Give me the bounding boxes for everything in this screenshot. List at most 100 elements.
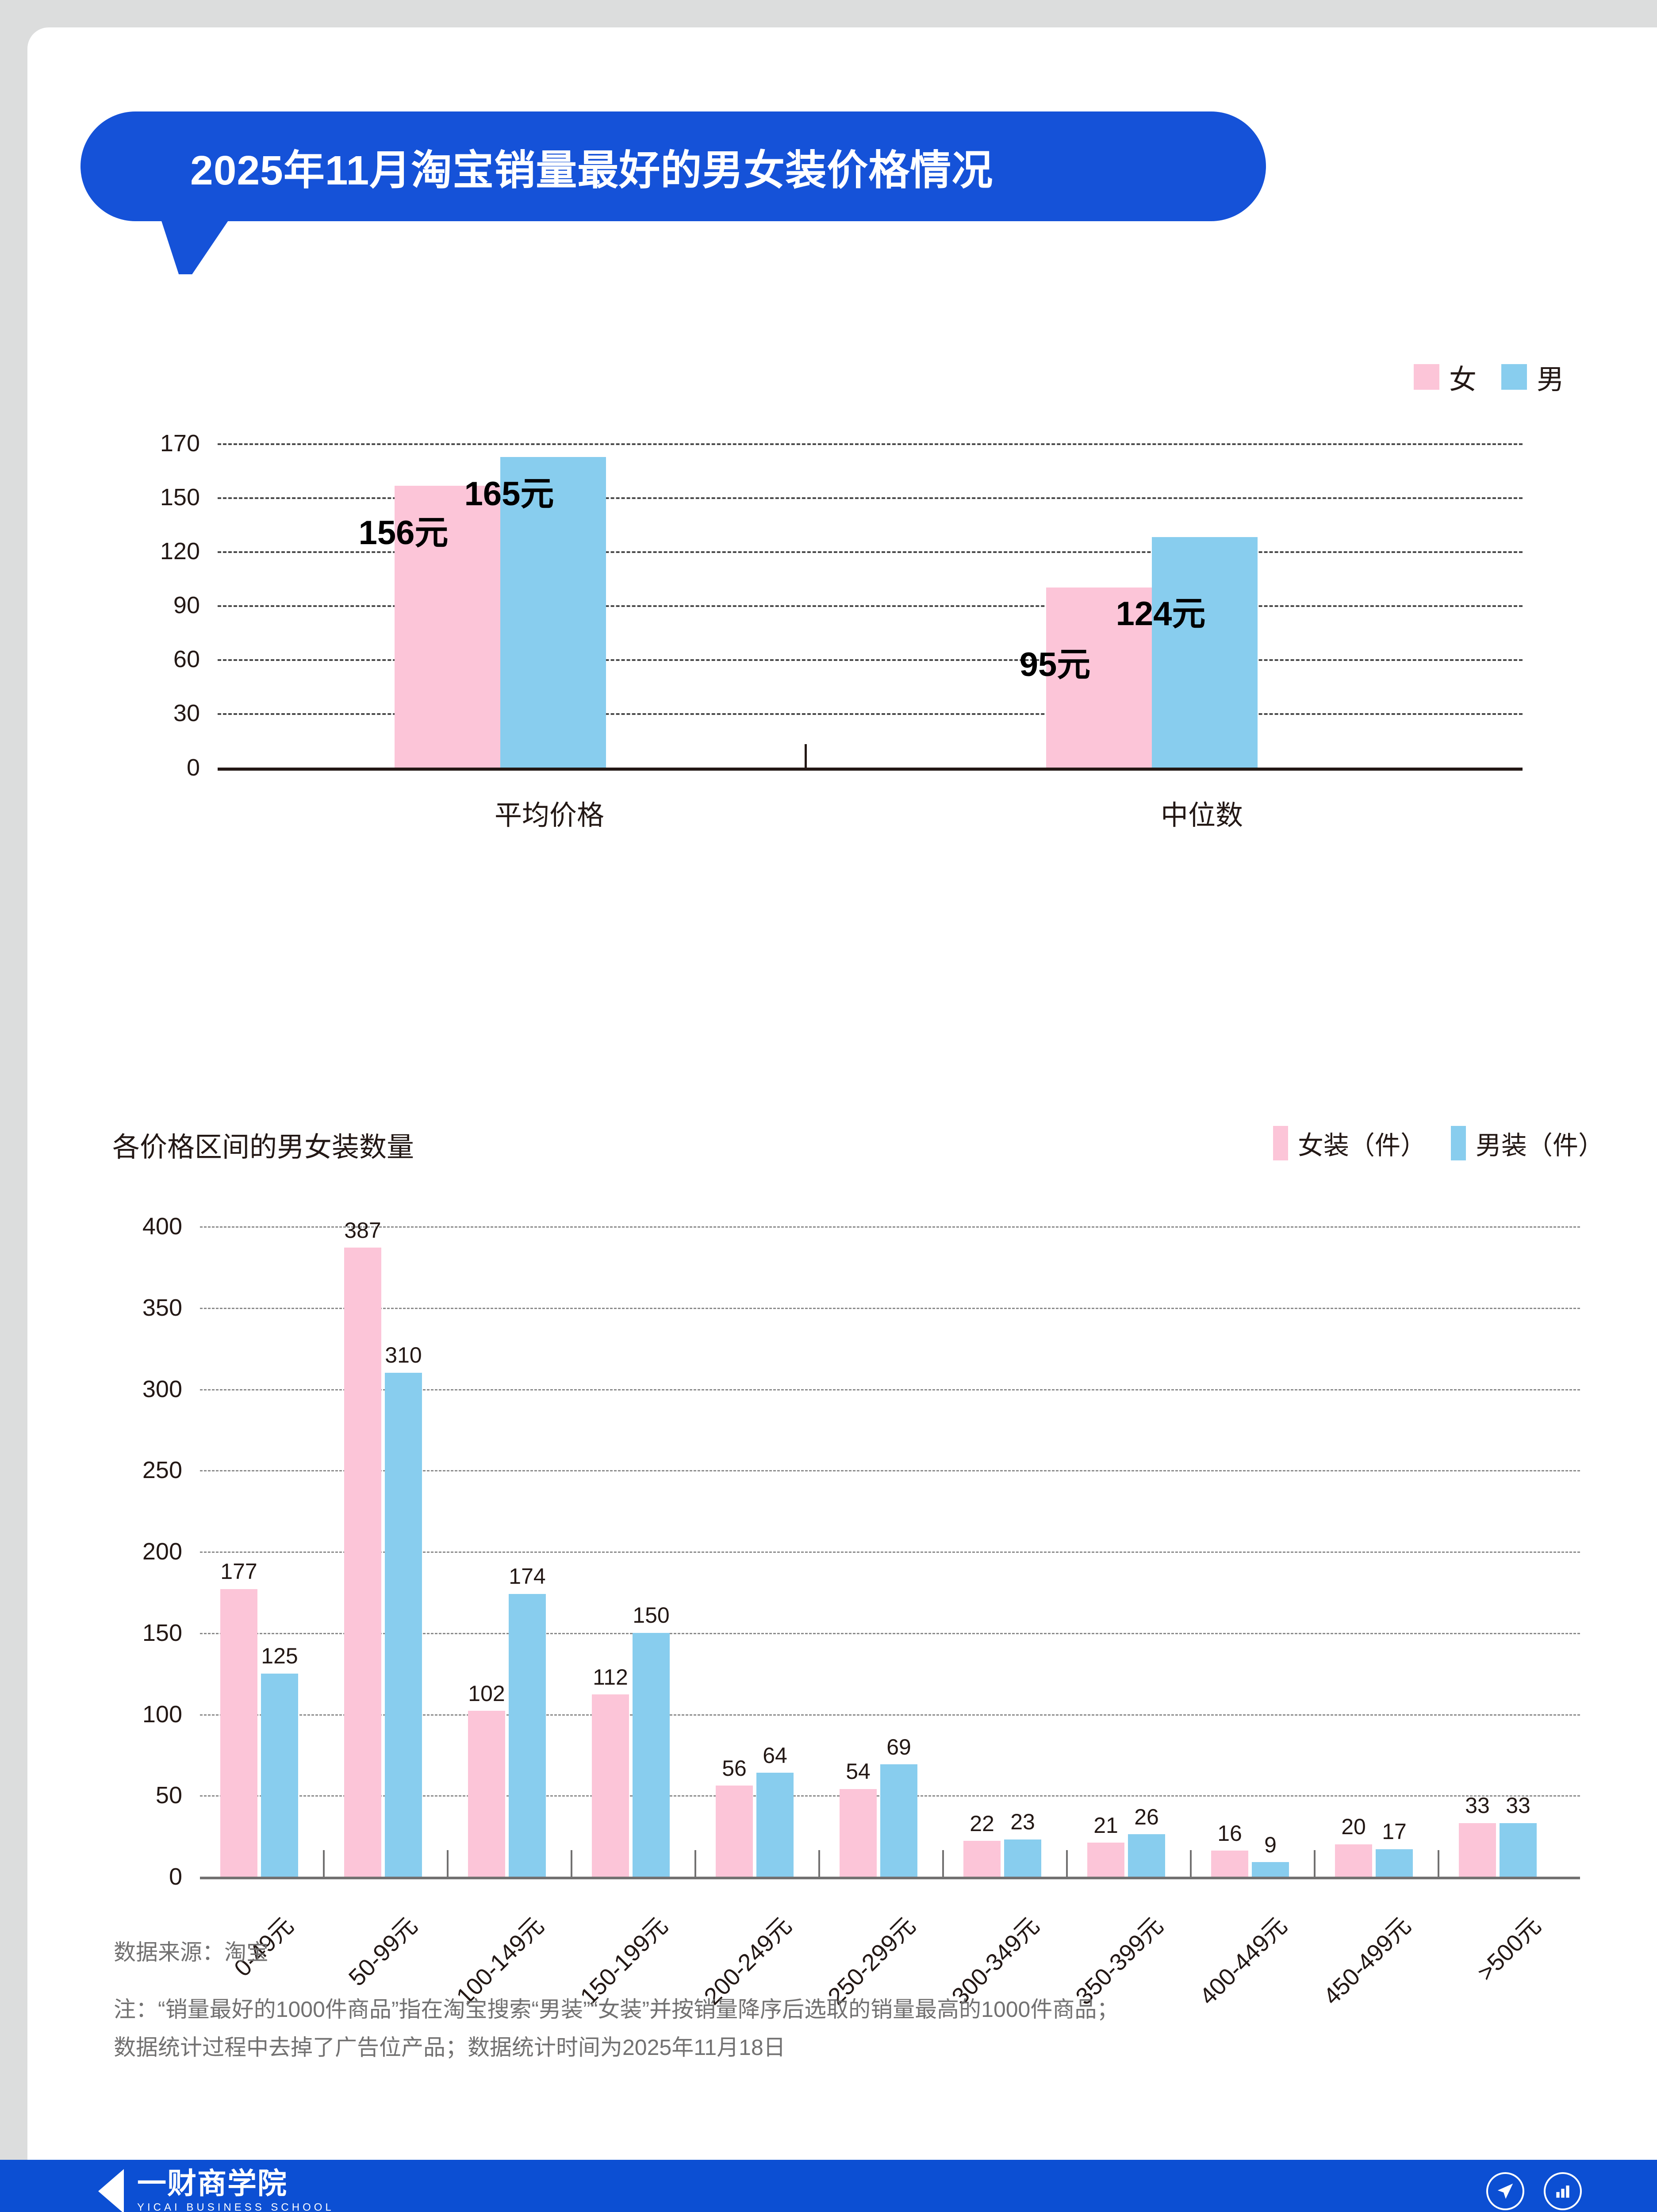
bar-value-label: 23: [1010, 1809, 1035, 1834]
bar-value-label: 9: [1264, 1832, 1277, 1857]
bar-men: [880, 1764, 917, 1877]
methodology-note-line2: 数据统计过程中去掉了广告位产品；数据统计时间为2025年11月18日: [114, 2035, 786, 2060]
gridline: [218, 551, 1523, 553]
bar-value-label: 310: [385, 1343, 422, 1367]
gridline: [218, 497, 1523, 499]
gridline: [200, 1226, 1580, 1228]
bar-value-label: 17: [1382, 1819, 1407, 1844]
bar-women: [716, 1786, 753, 1877]
infographic-card: 2025年11月淘宝销量最好的男女装价格情况 女 男 170 150 120 9…: [27, 27, 1657, 2212]
bar-chart-icon[interactable]: [1544, 2172, 1582, 2210]
chart1-ytick: 30: [173, 700, 200, 726]
legend-swatch-women-clothing: [1273, 1126, 1288, 1160]
chart1-axis-line: [218, 768, 1523, 771]
chart1-legend: 女 男: [1413, 357, 1564, 397]
bar-value-label: 156元: [358, 514, 449, 552]
title-banner-tail: [160, 217, 250, 274]
bar-men: [1128, 1834, 1165, 1877]
chart1-ytick: 150: [160, 484, 200, 511]
legend-swatch-women: [1413, 364, 1439, 390]
bar-men: [1500, 1823, 1537, 1877]
bar-value-label: 33: [1465, 1793, 1490, 1818]
gridline: [200, 1389, 1580, 1390]
bar-value-label: 33: [1506, 1793, 1530, 1818]
chart1-category-divider: [805, 744, 807, 769]
chart1-ytick: 170: [160, 430, 200, 457]
brand-name-en: YICAI BUSINESS SCHOOL: [137, 2201, 334, 2212]
bar-women: [220, 1589, 257, 1877]
chart1-ytick: 90: [173, 592, 200, 618]
legend-item-women-clothing: 女装（件）: [1273, 1125, 1426, 1162]
chart2-plot-area: [200, 1226, 1580, 1877]
gridline: [200, 1470, 1580, 1472]
axis-tick: [942, 1850, 944, 1877]
bar-women: [1335, 1844, 1372, 1877]
chart2-ytick: 350: [142, 1294, 182, 1321]
bar-value-label: 165元: [464, 475, 554, 513]
bar-value-label: 64: [763, 1743, 787, 1768]
axis-tick: [447, 1850, 449, 1877]
bar-women: [344, 1247, 381, 1877]
legend-item-men-clothing: 男装（件）: [1450, 1125, 1604, 1162]
chart2-ytick: 300: [142, 1375, 182, 1402]
legend-item-women: 女: [1413, 357, 1477, 397]
brand-name-cn: 一财商学院: [137, 2167, 288, 2200]
gridline: [200, 1632, 1580, 1634]
bar-men: [261, 1673, 298, 1877]
bar-value-label: 174: [509, 1564, 546, 1589]
footnotes: 数据来源：淘宝 注：“销量最好的1000件商品”指在淘宝搜索“男装”“女装”并按…: [114, 1936, 1119, 2070]
price-summary-chart: 女 男 170 150 120 90 60 30 0: [27, 337, 1657, 1001]
legend-label-women-clothing: 女装（件）: [1297, 1131, 1426, 1160]
bar-women: [1087, 1842, 1124, 1877]
chart1-ytick: 120: [160, 538, 200, 565]
page-title: 2025年11月淘宝销量最好的男女装价格情况: [190, 147, 993, 193]
chart2-axis-line: [200, 1877, 1580, 1879]
axis-tick: [818, 1850, 820, 1877]
bar-women: [1211, 1851, 1248, 1877]
gridline: [218, 659, 1523, 661]
legend-label-men-clothing: 男装（件）: [1475, 1131, 1604, 1160]
bar-men: [633, 1632, 670, 1877]
legend-label-men: 男: [1536, 365, 1564, 395]
chart2-xlabel: 450-499元: [1318, 1912, 1416, 2010]
title-banner: 2025年11月淘宝销量最好的男女装价格情况: [81, 111, 1266, 221]
bar-avg-men: [500, 457, 606, 768]
bar-value-label: 56: [722, 1756, 747, 1781]
axis-tick: [323, 1850, 325, 1877]
footer-icon-group: [1486, 2172, 1582, 2210]
bar-value-label: 177: [220, 1559, 257, 1584]
data-source-note: 数据来源：淘宝: [114, 1940, 268, 1965]
axis-tick: [1066, 1850, 1068, 1877]
legend-swatch-men: [1501, 364, 1527, 390]
chart2-xlabel: 400-449元: [1194, 1912, 1293, 2010]
chart1-plot-area: [218, 443, 1523, 768]
bar-men: [1004, 1839, 1041, 1877]
chart2-subtitle: 各价格区间的男女装数量: [112, 1132, 414, 1163]
chart1-ytick: 0: [186, 754, 200, 781]
bar-men: [385, 1372, 422, 1877]
bar-value-label: 20: [1341, 1814, 1366, 1839]
bar-men: [756, 1772, 794, 1877]
axis-tick: [694, 1850, 696, 1877]
chart2-ytick: 150: [142, 1619, 182, 1646]
chart2-ytick: 200: [142, 1538, 182, 1565]
axis-tick: [1190, 1850, 1192, 1877]
chart2-ytick: 0: [169, 1863, 182, 1890]
bar-women: [468, 1711, 505, 1877]
gridline: [200, 1551, 1580, 1553]
chart1-xlabel-avg: 平均价格: [494, 800, 604, 831]
bar-value-label: 26: [1134, 1805, 1159, 1829]
bar-avg-women: [395, 486, 500, 768]
chart2-ytick: 250: [142, 1457, 182, 1484]
bar-value-label: 112: [593, 1665, 628, 1690]
bar-value-label: 102: [468, 1681, 505, 1706]
send-icon[interactable]: [1486, 2172, 1524, 2210]
legend-item-men: 男: [1501, 357, 1564, 397]
bar-median-women: [1046, 588, 1152, 768]
bar-women: [963, 1841, 1001, 1877]
bar-women: [592, 1694, 629, 1877]
price-bucket-chart: 各价格区间的男女装数量 女装（件） 男装（件） 400 350 300 250 …: [27, 1080, 1657, 2010]
bar-value-label: 95元: [1019, 646, 1091, 684]
bar-men: [1376, 1849, 1413, 1877]
axis-tick: [571, 1850, 572, 1877]
